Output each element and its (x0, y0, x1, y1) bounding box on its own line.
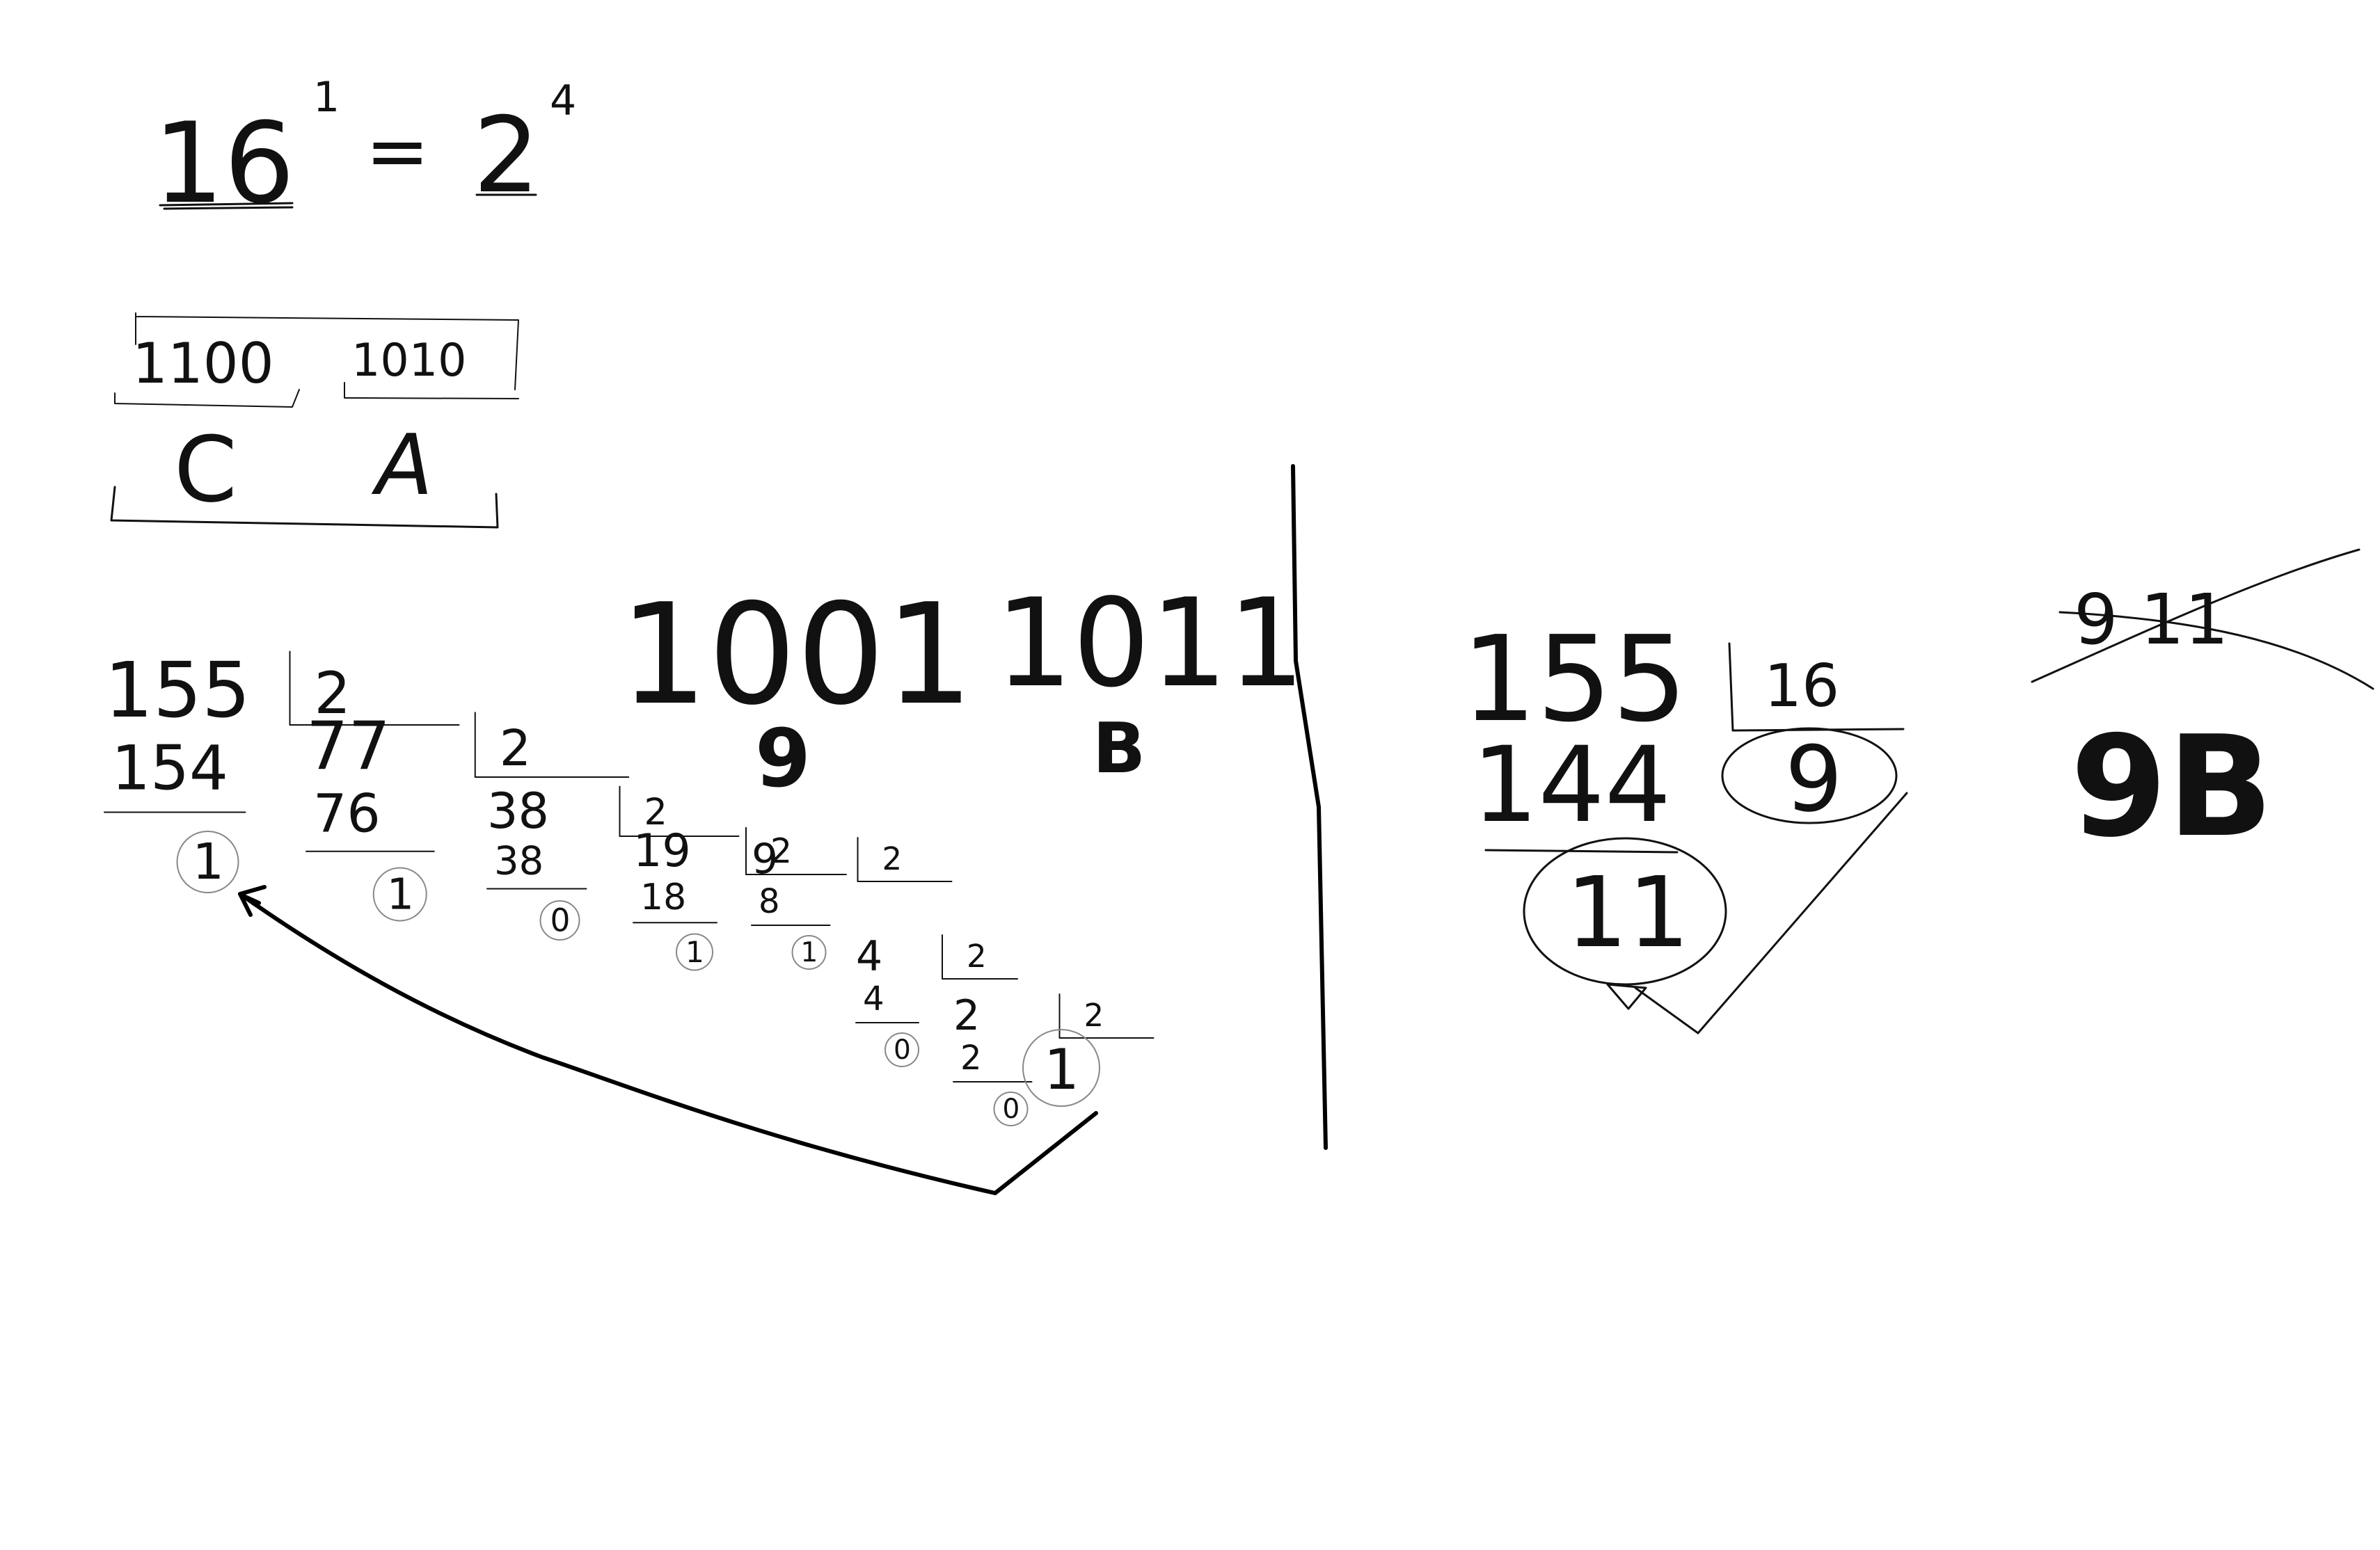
step-remainder: 1 (387, 869, 414, 919)
remainder-circle (993, 1092, 1029, 1126)
step-dividend: 9 (752, 835, 778, 884)
step-divisor: 2 (967, 938, 987, 975)
step-bracket (289, 650, 460, 726)
step-divisor: 2 (644, 791, 667, 833)
step-bracket (474, 712, 630, 778)
hex-div-arrow (1606, 792, 1908, 1034)
step-divisor: 2 (500, 719, 531, 777)
step-remainder: 0 (894, 1034, 911, 1066)
step-product: 2 (960, 1039, 982, 1078)
remainder-circle (372, 867, 427, 922)
equation: 16 1 = 2 4 (153, 73, 576, 228)
step-product: 18 (640, 877, 686, 918)
step-bracket (1058, 993, 1155, 1039)
step-product: 154 (111, 733, 228, 804)
nibble-1: 1100 (132, 331, 274, 396)
remainder-circle (884, 1032, 919, 1067)
remainder-circle (791, 935, 827, 970)
hex-div-underline (1484, 849, 1679, 854)
step-dividend: 4 (856, 932, 882, 981)
equation-underline (159, 202, 294, 210)
step-bracket (619, 785, 740, 837)
hex-div-product: 144 (1472, 725, 1671, 846)
step-product: 76 (313, 782, 381, 844)
hex-div-divisor: 16 (1764, 652, 1839, 721)
step-remainder: 0 (550, 902, 571, 938)
nibble-2: 1010 (351, 335, 466, 387)
high-hex: 9 (755, 712, 811, 806)
hex-div-bracket (1728, 642, 1905, 732)
step-remainder: 1 (685, 935, 704, 969)
step-remainder: 0 (1003, 1094, 1020, 1125)
nibble-1-underline (114, 389, 300, 408)
binary-result: 1001 1011 9 B (619, 573, 1305, 806)
high-nibble: 1001 (619, 574, 974, 736)
step-dividend: 77 (306, 708, 390, 785)
step-dividend: 19 (633, 825, 691, 877)
step-remainder: 1 (801, 937, 818, 968)
low-hex: B (1093, 708, 1145, 789)
equation-equals: = (365, 106, 429, 195)
step-divisor: 2 (770, 832, 792, 871)
step-bracket (745, 826, 847, 875)
step-dividend: 2 (953, 991, 980, 1040)
remainder-circle (176, 831, 239, 893)
divider-line (1291, 464, 1328, 1150)
remainder-circle (539, 900, 580, 941)
step-remainder: 1 (1044, 1037, 1079, 1102)
remainder-circle (676, 933, 713, 971)
quotient-circle (1721, 727, 1898, 824)
step-bracket (942, 934, 1018, 980)
equation-exp1: 1 (313, 73, 340, 122)
step-divisor: 2 (315, 660, 351, 727)
remainder-circle (1022, 1029, 1100, 1107)
arrow-head (238, 885, 267, 917)
hex-letter-2: A (371, 417, 433, 514)
step-product: 38 (494, 839, 544, 884)
cross-out-mark (2031, 548, 2374, 690)
low-nibble: 1011 (995, 573, 1305, 714)
equation-base2: 2 (473, 95, 539, 216)
hex-div-quotient: 9 (1785, 726, 1843, 832)
step-divisor: 2 (882, 840, 903, 877)
hex-div-remainder: 11 (1566, 856, 1690, 970)
nibble-2-underline (344, 382, 519, 399)
step-bracket (857, 837, 953, 882)
hex-result: 9 11 9B (2031, 548, 2374, 868)
step-product: 8 (759, 882, 780, 921)
hex-div-dividend: 155 (1461, 611, 1687, 749)
read-order-arrow (238, 892, 1098, 1195)
hex-letter-1: C (174, 417, 237, 522)
step-product: 4 (863, 980, 884, 1018)
hex-division: 155 16 144 9 11 (1461, 611, 1908, 1034)
bracket-top (135, 312, 519, 390)
step-dividend: 38 (487, 783, 549, 840)
remainder-circle (1523, 837, 1727, 986)
bracket-bottom (110, 486, 499, 529)
final-hex: 9B (2070, 706, 2274, 868)
equation-exp2: 4 (550, 77, 576, 125)
hex-example: 1100 1010 C A (110, 312, 519, 529)
step-dividend: 155 (104, 646, 251, 735)
step-divisor: 2 (1084, 997, 1104, 1034)
step-remainder: 1 (193, 833, 225, 890)
